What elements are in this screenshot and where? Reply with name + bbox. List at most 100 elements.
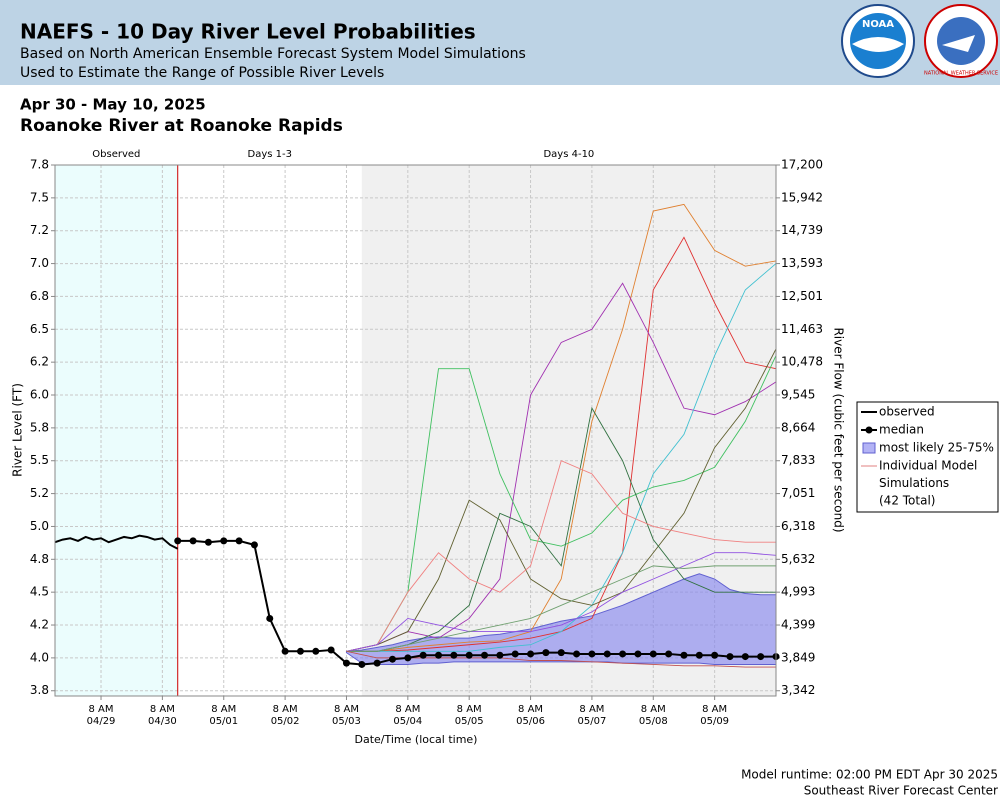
y2-tick-label: 4,993	[781, 585, 815, 599]
median-dot	[695, 651, 703, 659]
y-tick-label: 4.8	[30, 552, 49, 566]
y2-tick-label: 5,632	[781, 552, 815, 566]
y-tick-label: 5.2	[30, 486, 49, 500]
region-label: Days 4-10	[543, 149, 594, 160]
y-tick-label: 6.5	[30, 322, 49, 336]
median-dot	[419, 651, 427, 659]
x-axis-label: Date/Time (local time)	[355, 733, 478, 746]
legend-label: median	[879, 423, 924, 437]
legend-label: Simulations	[879, 476, 949, 490]
plot-frame	[54, 164, 777, 697]
footer: Southeast River Forecast Center	[804, 784, 998, 798]
region	[177, 165, 362, 696]
median-dot	[680, 651, 688, 659]
x-tick-label: 05/06	[516, 716, 545, 727]
y2-tick-label: 8,664	[781, 420, 815, 434]
x-tick-label: 8 AM	[273, 704, 298, 715]
x-tick-label: 05/04	[393, 716, 422, 727]
y2-tick-label: 3,342	[781, 683, 815, 697]
legend-label: (42 Total)	[879, 494, 935, 508]
x-tick-label: 8 AM	[702, 704, 727, 715]
median-dot	[634, 650, 642, 658]
y-tick-label: 4.5	[30, 585, 49, 599]
median-dot	[435, 651, 443, 659]
median-dot	[757, 653, 765, 661]
median-dot	[542, 649, 550, 657]
y-tick-label: 5.5	[30, 453, 49, 467]
x-tick-label: 05/08	[639, 716, 668, 727]
region	[55, 165, 178, 696]
median-dot	[450, 651, 458, 659]
simulation-line	[346, 355, 777, 652]
median-dot	[527, 650, 535, 658]
nws-logo: NATIONAL WEATHER SERVICE	[924, 4, 998, 78]
y2-tick-label: 17,200	[781, 158, 823, 172]
x-tick-label: 05/05	[455, 716, 484, 727]
legend-label: Individual Model	[879, 459, 977, 473]
y-tick-label: 7.0	[30, 256, 49, 270]
legend-label: most likely 25-75%	[879, 441, 994, 455]
y2-tick-label: 13,593	[781, 256, 823, 270]
median-dot	[619, 650, 627, 658]
x-tick-label: 8 AM	[641, 704, 666, 715]
simulation-line	[346, 348, 777, 652]
simulation-line	[346, 282, 777, 652]
median-line	[177, 539, 776, 666]
y-tick-label: 5.8	[30, 420, 49, 434]
median-dot	[557, 649, 565, 657]
median-dot	[649, 650, 657, 658]
legend-swatch	[862, 442, 876, 454]
x-tick-label: 8 AM	[89, 704, 114, 715]
y2-tick-label: 15,942	[781, 190, 823, 204]
x-tick-label: 04/30	[148, 716, 177, 727]
y-tick-label: 6.2	[30, 355, 49, 369]
median-dot	[235, 537, 243, 545]
simulation-line	[346, 460, 776, 652]
y-tick-label: 4.0	[30, 650, 49, 664]
median-dot	[511, 650, 519, 658]
x-tick-label: 05/09	[700, 716, 729, 727]
median-dot	[741, 653, 749, 661]
region-label: Days 1-3	[248, 149, 292, 160]
y2-tick-label: 7,833	[781, 453, 815, 467]
legend-items: observed median most likely 25-75% Individu…	[861, 405, 994, 508]
x-tick-label: 05/07	[578, 716, 607, 727]
x-tick-label: 8 AM	[150, 704, 175, 715]
region-label: Observed	[92, 149, 140, 160]
x-tick-label: 8 AM	[334, 704, 359, 715]
median-dot	[404, 654, 412, 662]
y2-axis-label: River Flow (cubic feet per second)	[832, 327, 846, 532]
noaa-logo: NOAA	[841, 4, 915, 78]
header-subtitle: Used to Estimate the Range of Possible R…	[20, 65, 384, 81]
simulation-line	[346, 203, 777, 652]
y-tick-label: 7.5	[30, 190, 49, 204]
date-range: Apr 30 - May 10, 2025	[20, 96, 206, 114]
median-dot	[573, 650, 581, 658]
x-tick-label: 8 AM	[457, 704, 482, 715]
median-dot	[312, 647, 320, 655]
simulation-line	[346, 552, 777, 652]
header-title: NAEFS - 10 Day River Level Probabilities	[20, 20, 476, 44]
median-dot	[481, 651, 489, 659]
median-dot	[711, 651, 719, 659]
y2-tick-label: 7,051	[781, 486, 815, 500]
y2-tick-label: 9,545	[781, 388, 815, 402]
y-tick-label: 6.0	[30, 388, 49, 402]
median-dot	[603, 650, 611, 658]
logo-text: NATIONAL WEATHER SERVICE	[924, 71, 998, 77]
y-tick-label: 7.8	[30, 158, 49, 172]
footer: Model runtime: 02:00 PM EDT Apr 30 2025	[741, 768, 998, 782]
y2-tick-label: 12,501	[781, 289, 823, 303]
y-tick-label: 5.0	[30, 519, 49, 533]
y2-tick-label: 6,318	[781, 519, 815, 533]
median-dot	[465, 651, 473, 659]
simulation-line	[346, 650, 776, 668]
median-dot	[174, 537, 182, 545]
y2-tick-label: 10,478	[781, 355, 823, 369]
logo-text: NOAA	[862, 19, 894, 30]
x-tick-label: 05/02	[271, 716, 300, 727]
median-dot	[496, 651, 504, 659]
x-tick-label: 05/03	[332, 716, 361, 727]
header-band	[0, 0, 1000, 85]
